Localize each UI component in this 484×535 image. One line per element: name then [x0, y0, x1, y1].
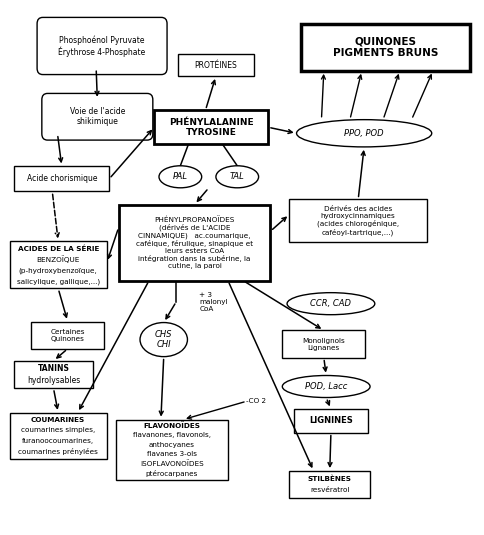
Text: hydrolysables: hydrolysables — [27, 376, 80, 385]
Text: ACIDES DE LA SÉRIE: ACIDES DE LA SÉRIE — [17, 245, 99, 251]
Ellipse shape — [282, 376, 370, 398]
Ellipse shape — [216, 166, 258, 188]
Text: BENZOÏQUE: BENZOÏQUE — [36, 256, 80, 263]
FancyBboxPatch shape — [10, 412, 107, 459]
Text: resvératrol: resvératrol — [310, 487, 349, 493]
FancyBboxPatch shape — [116, 419, 228, 480]
FancyBboxPatch shape — [289, 200, 427, 242]
Text: PHÉNYLPROPANOÏDES
(dérivés de L'ACIDE
CINNAMIQUE)   ac.coumarique,
caféique, fér: PHÉNYLPROPANOÏDES (dérivés de L'ACIDE CI… — [136, 216, 253, 269]
Text: Dérivés des acides
hydroxycinnamiques
(acides chlorogénique,
caféoyl-tartrique,.: Dérivés des acides hydroxycinnamiques (a… — [317, 205, 399, 236]
Text: ISOFLAVONOÏDES: ISOFLAVONOÏDES — [140, 461, 204, 468]
Text: Acide chorismique: Acide chorismique — [27, 174, 97, 184]
Text: TAL: TAL — [230, 172, 244, 181]
Text: LIGNINES: LIGNINES — [309, 416, 353, 425]
Text: Certaines
Quinones: Certaines Quinones — [50, 328, 85, 342]
Text: Phosphoénol Pyruvate
Érythrose 4-Phosphate: Phosphoénol Pyruvate Érythrose 4-Phospha… — [59, 35, 146, 57]
Text: Voie de l'acide
shikimique: Voie de l'acide shikimique — [70, 107, 125, 126]
Text: coumarines prénylées: coumarines prénylées — [18, 448, 98, 455]
FancyBboxPatch shape — [15, 361, 92, 388]
Text: Monolignols
Lignanes: Monolignols Lignanes — [302, 338, 345, 350]
Text: PAL: PAL — [173, 172, 188, 181]
Text: PROTÉINES: PROTÉINES — [195, 60, 237, 70]
Text: QUINONES
PIGMENTS BRUNS: QUINONES PIGMENTS BRUNS — [333, 36, 438, 58]
FancyBboxPatch shape — [301, 24, 469, 71]
Text: flavanones, flavonols,: flavanones, flavonols, — [133, 432, 211, 438]
FancyBboxPatch shape — [282, 331, 365, 358]
Text: FLAVONOÏDES: FLAVONOÏDES — [144, 422, 200, 429]
Text: PHÉNYLALANINE
TYROSINE: PHÉNYLALANINE TYROSINE — [169, 118, 254, 137]
Ellipse shape — [159, 166, 202, 188]
FancyBboxPatch shape — [289, 471, 370, 498]
FancyBboxPatch shape — [42, 94, 153, 140]
FancyBboxPatch shape — [31, 322, 105, 349]
Text: CHS
CHI: CHS CHI — [155, 330, 172, 349]
Text: -CO 2: -CO 2 — [246, 398, 266, 404]
FancyBboxPatch shape — [119, 204, 271, 281]
Text: coumarines simples,: coumarines simples, — [21, 427, 95, 433]
Text: furanoocoumarines,: furanoocoumarines, — [22, 438, 94, 444]
Text: anthocyanes: anthocyanes — [149, 442, 195, 448]
Text: CCR, CAD: CCR, CAD — [310, 299, 351, 308]
FancyBboxPatch shape — [154, 110, 268, 144]
Text: TANINS: TANINS — [38, 364, 69, 373]
Text: (p-hydroxybenzoïque,: (p-hydroxybenzoïque, — [19, 267, 98, 273]
Text: ptérocarpanes: ptérocarpanes — [146, 470, 198, 477]
Text: flavanes 3-ols: flavanes 3-ols — [147, 452, 197, 457]
Text: STILBÈNES: STILBÈNES — [308, 476, 352, 482]
FancyBboxPatch shape — [10, 241, 107, 288]
Ellipse shape — [140, 323, 187, 357]
FancyBboxPatch shape — [15, 166, 109, 192]
FancyBboxPatch shape — [294, 409, 368, 433]
Text: + 3
malonyl
CoA: + 3 malonyl CoA — [199, 292, 228, 311]
FancyBboxPatch shape — [178, 54, 254, 76]
Ellipse shape — [297, 120, 432, 147]
Text: salicylique, gallique,...): salicylique, gallique,...) — [16, 278, 100, 285]
Text: COUMARINES: COUMARINES — [31, 417, 85, 423]
Text: PPO, POD: PPO, POD — [344, 129, 384, 138]
Ellipse shape — [287, 293, 375, 315]
Text: POD, Lacc: POD, Lacc — [305, 382, 348, 391]
FancyBboxPatch shape — [37, 18, 167, 74]
